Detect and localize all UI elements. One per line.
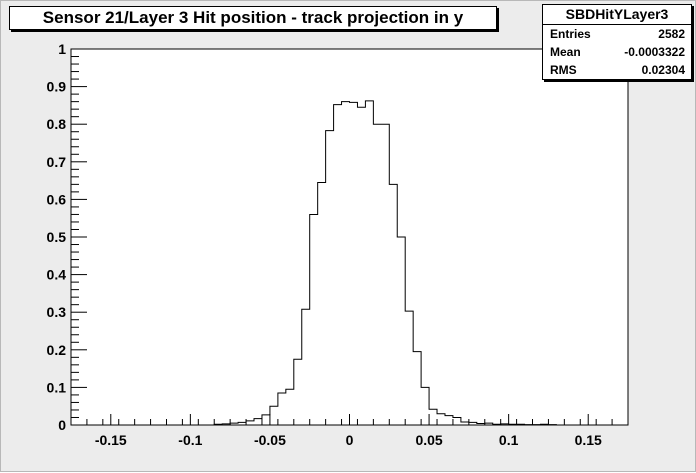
plot-area (71, 49, 628, 425)
y-tick-label: 0.9 (47, 79, 67, 95)
stats-value: 2582 (658, 27, 685, 41)
stats-label: Mean (550, 45, 581, 59)
axis-tick-labels: -0.15 -0.1 -0.05 0 0.05 0.1 0.15 0 0.1 0.2 0.3 0.4 0… (47, 41, 603, 448)
stats-histogram-name: SBDHitYLayer3 (543, 5, 691, 25)
y-tick-label: 0.3 (47, 304, 67, 320)
stats-label: Entries (550, 27, 591, 41)
stats-label: RMS (550, 63, 577, 77)
stats-row-entries: Entries 2582 (543, 25, 691, 43)
y-tick-label: 0.8 (47, 116, 67, 132)
stats-value: 0.02304 (641, 63, 685, 77)
y-tick-label: 0.5 (47, 229, 67, 245)
x-tick-label: 0.05 (415, 432, 442, 448)
x-tick-label: 0.15 (575, 432, 602, 448)
x-tick-label: -0.15 (95, 432, 127, 448)
plot-frame (70, 48, 629, 426)
y-tick-label: 0.6 (47, 191, 67, 207)
y-tick-label: 0.1 (47, 379, 67, 395)
x-tick-label: 0 (346, 432, 354, 448)
stats-value: -0.0003322 (624, 45, 685, 59)
chart-title: Sensor 21/Layer 3 Hit position - track p… (9, 6, 497, 30)
y-tick-label: 0.2 (47, 342, 67, 358)
x-tick-label: -0.05 (254, 432, 286, 448)
y-tick-label: 1 (58, 41, 66, 57)
stats-row-rms: RMS 0.02304 (543, 61, 691, 79)
y-tick-label: 0 (58, 417, 66, 433)
stats-box: SBDHitYLayer3 Entries 2582 Mean -0.00033… (542, 4, 692, 80)
y-tick-label: 0.7 (47, 154, 67, 170)
y-tick-label: 0.4 (47, 267, 67, 283)
x-tick-label: 0.1 (499, 432, 519, 448)
stats-row-mean: Mean -0.0003322 (543, 43, 691, 61)
x-tick-label: -0.1 (178, 432, 202, 448)
